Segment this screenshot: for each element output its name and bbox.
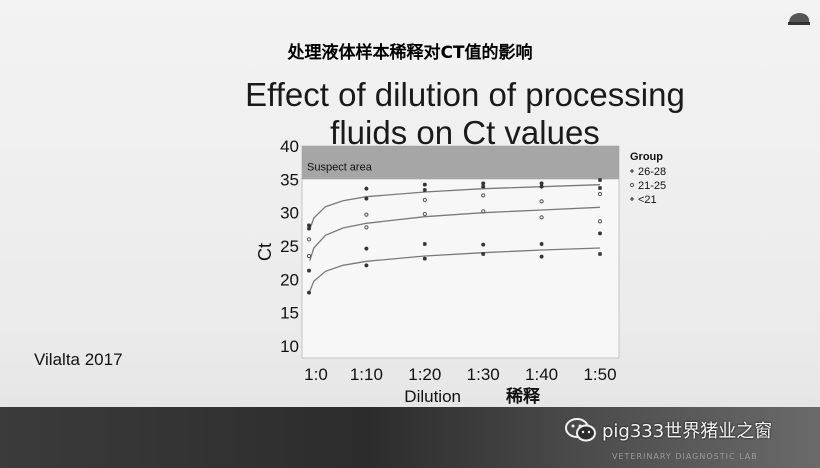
legend: Group 26-28 21-25 <21	[629, 151, 666, 206]
plot-area	[301, 145, 620, 359]
data-point	[598, 252, 602, 256]
data-point	[597, 219, 603, 224]
y-tick-label: 35	[280, 170, 299, 189]
data-point	[364, 225, 369, 230]
data-point	[364, 263, 369, 268]
data-point	[422, 182, 427, 187]
data-point	[481, 184, 486, 189]
data-point	[422, 188, 427, 192]
y-axis-label: Ct	[255, 243, 275, 261]
data-point	[539, 184, 544, 189]
data-point	[422, 242, 427, 246]
legend-marker	[630, 169, 634, 173]
data-point	[364, 196, 369, 201]
wechat-icon	[565, 418, 596, 442]
footer-bar	[0, 407, 820, 468]
y-tick-label: 10	[280, 337, 299, 356]
y-tick-label: 30	[280, 204, 299, 223]
lab-logo-icon	[788, 13, 810, 25]
data-point	[364, 186, 369, 191]
data-point	[539, 181, 544, 186]
ct-chart: Suspect area 10 15 20 25 30 35 40 1:0 1:10 1:20 1…	[255, 137, 666, 407]
x-axis-label: Dilution	[404, 387, 461, 406]
legend-title: Group	[630, 151, 663, 163]
data-point	[481, 181, 486, 186]
suspect-area-band	[302, 146, 619, 180]
legend-label: <21	[638, 194, 657, 206]
x-tick-label: 1:0	[304, 365, 328, 384]
chart-title: Effect of dilution of processing fluids …	[245, 76, 685, 151]
data-point	[307, 226, 311, 231]
data-point	[597, 191, 603, 197]
x-tick-label: 1:10	[350, 365, 383, 384]
data-point	[422, 256, 427, 261]
x-tick-label: 1:40	[525, 365, 558, 384]
fit-curve	[309, 247, 601, 292]
legend-label: 26-28	[638, 166, 666, 178]
y-tick-label: 40	[280, 137, 299, 156]
legend-marker	[630, 197, 634, 201]
data-point	[481, 193, 486, 198]
data-point	[539, 254, 544, 259]
data-point	[307, 223, 311, 228]
data-point	[481, 252, 486, 256]
data-point	[306, 253, 312, 259]
data-point	[307, 290, 311, 295]
data-point	[598, 231, 602, 236]
data-point	[364, 212, 369, 217]
data-point	[307, 268, 311, 273]
data-point	[598, 186, 602, 190]
data-point	[306, 237, 312, 242]
data-point	[481, 209, 486, 214]
data-point	[364, 246, 369, 251]
x-tick-label: 1:30	[467, 365, 500, 384]
y-tick-label: 20	[280, 270, 299, 289]
legend-marker	[629, 182, 635, 188]
watermark-text: pig333世界猪业之窗	[602, 421, 773, 442]
data-point	[539, 199, 544, 204]
y-tick-label: 25	[280, 237, 299, 256]
y-tick-label: 15	[280, 304, 299, 323]
suspect-area-label: Suspect area	[307, 161, 373, 173]
footer-lab-text: VETERINARY DIAGNOSTIC LAB	[612, 452, 758, 461]
wechat-watermark: pig333世界猪业之窗	[564, 414, 772, 446]
data-point	[481, 242, 486, 247]
x-tick-label: 1:20	[408, 365, 441, 384]
data-point	[422, 211, 427, 217]
data-point	[422, 197, 427, 203]
x-tick-label: 1:50	[583, 365, 616, 384]
data-point	[598, 178, 602, 182]
chinese-title: 处理液体样本稀释对CT值的影响	[287, 43, 533, 63]
data-point	[539, 242, 544, 246]
fit-curve	[309, 206, 601, 261]
legend-label: 21-25	[638, 180, 666, 192]
x-axis-label-chinese: 稀释	[506, 386, 541, 407]
citation: Vilalta 2017	[34, 350, 123, 369]
data-point	[539, 215, 544, 220]
